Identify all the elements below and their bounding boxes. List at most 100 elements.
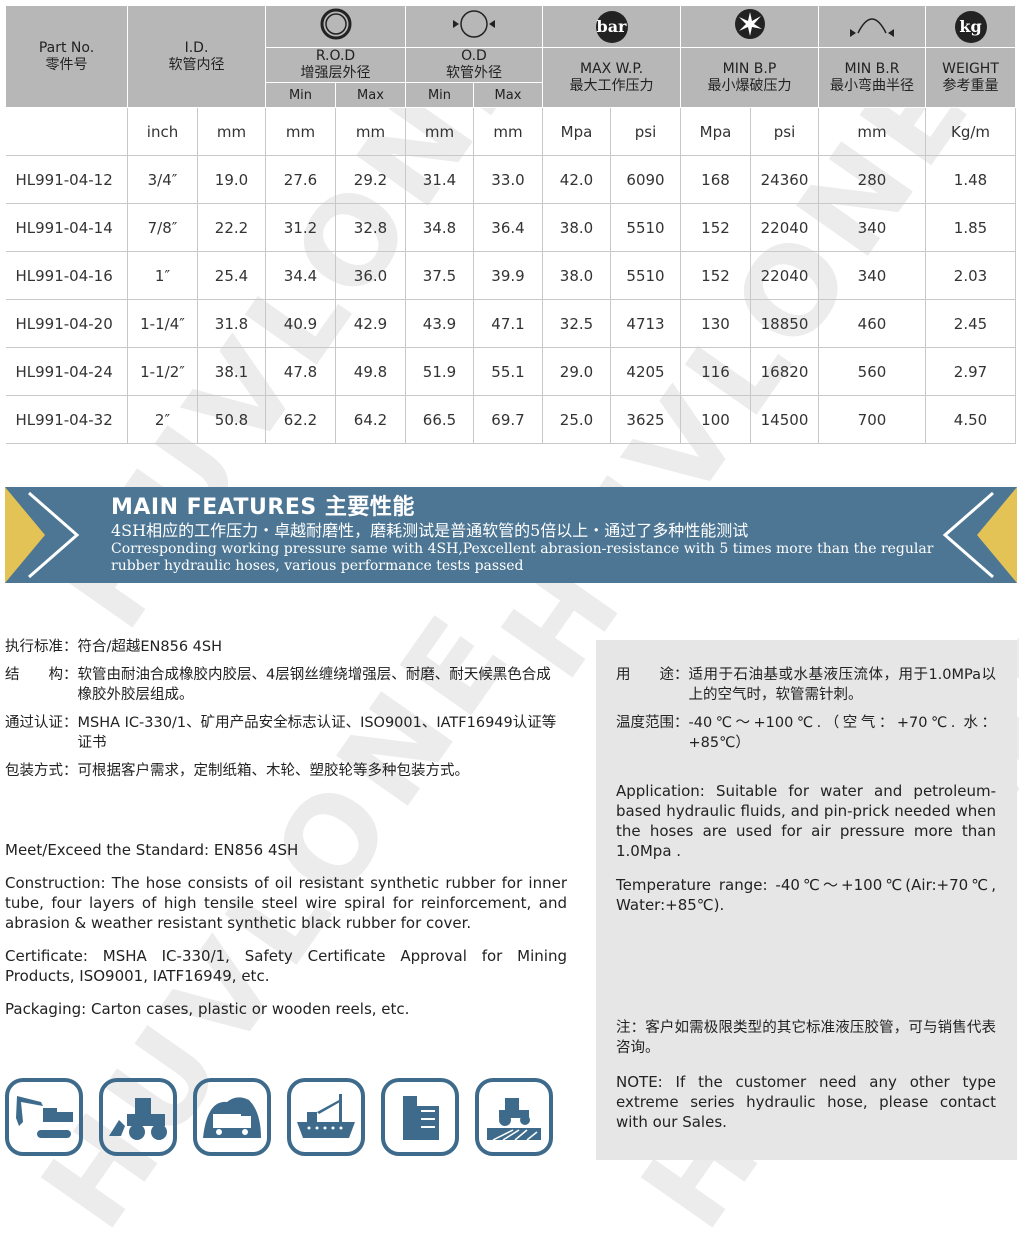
table-row: HL991-04-14 7/8″ 22.2 31.2 32.8 34.8 36.4 38.0 5… [5,203,1016,252]
table-row: HL991-04-16 1″ 25.4 34.4 36.0 37.5 39.9 38.0 551… [5,251,1016,300]
table-cell: inch [127,107,198,156]
table-cell: 47.1 [473,299,543,348]
table-cell: 22040 [750,203,819,252]
table-cell: 64.2 [335,395,406,444]
table-cell: 5510 [610,203,681,252]
table-cell: 42.0 [542,155,611,204]
table-cell: 32.5 [542,299,611,348]
table-row: HL991-04-12 3/4″ 19.0 27.6 29.2 31.4 33.0 42.0 6… [5,155,1016,204]
table-cell: mm [473,107,543,156]
header-br: MIN B.R 最小弯曲半径 [818,47,926,108]
table-cell: HL991-04-16 [5,251,128,300]
table-row: HL991-04-24 1-1/2″ 38.1 47.8 49.8 51.9 55.1 29.… [5,347,1016,396]
en-spec-certificate: Certificate: MSHA IC-330/1, Safety Certi… [5,947,567,985]
table-cell: 66.5 [405,395,474,444]
table-cell: 280 [818,155,926,204]
rod-icon [265,5,406,48]
units-row: inch mm mm mm mm mm Mpa psi Mpa psi mm Kg/m [5,107,1016,156]
table-cell: 29.2 [335,155,406,204]
table-cell: HL991-04-12 [5,155,128,204]
table-cell: 4713 [610,299,681,348]
table-cell: 39.9 [473,251,543,300]
mining-truck-icon [193,1078,271,1156]
table-cell: 152 [680,203,751,252]
table-cell: 43.9 [405,299,474,348]
en-spec-standard: Meet/Exceed the Standard: EN856 4SH [5,841,299,859]
table-cell: 2.03 [925,251,1016,300]
table-cell: 24360 [750,155,819,204]
table-cell: Mpa [542,107,611,156]
table-cell: 2.97 [925,347,1016,396]
kg-icon: kg [925,5,1016,48]
table-cell: 36.4 [473,203,543,252]
table-cell: 40.9 [265,299,336,348]
info-panel: 用 途： 适用于石油基或水基液压流体，用于1.0MPa以上的空气时，软管需针刺。 … [596,640,1017,1160]
cn-temperature: 温度范围： -40℃～+100℃.（空气：+70℃. 水：+85℃） [616,715,996,751]
table-cell: 1.48 [925,155,1016,204]
table-cell: 42.9 [335,299,406,348]
wheel-loader-icon [99,1078,177,1156]
table-cell: 4205 [610,347,681,396]
od-icon [405,5,543,48]
table-cell: 27.6 [265,155,336,204]
table-cell: 32.8 [335,203,406,252]
header-part-no: Part No. 零件号 [5,5,128,108]
excavator-icon [5,1078,83,1156]
table-cell: 38.1 [197,347,266,396]
table-cell: 29.0 [542,347,611,396]
table-cell: 460 [818,299,926,348]
header-weight: WEIGHT 参考重量 [925,47,1016,108]
spec-table: Part No. 零件号 I.D. 软管内径 bar kg R.O.D 增强层外径 O… [5,5,1016,444]
table-cell [5,107,128,156]
table-cell: 47.8 [265,347,336,396]
en-spec-packaging: Packaging: Carton cases, plastic or wood… [5,1000,410,1018]
table-cell: HL991-04-32 [5,395,128,444]
table-cell: 31.8 [197,299,266,348]
table-row: HL991-04-32 2″ 50.8 62.2 64.2 66.5 69.7 25.0 362… [5,395,1016,444]
header-od-max: Max [473,82,543,108]
cn-use: 用 途： 适用于石油基或水基液压流体，用于1.0MPa以上的空气时，软管需针刺。 [616,667,996,703]
table-cell: 168 [680,155,751,204]
header-od-min: Min [405,82,474,108]
table-cell: mm [335,107,406,156]
table-cell: 55.1 [473,347,543,396]
table-cell: 34.4 [265,251,336,300]
table-cell: 6090 [610,155,681,204]
main-features-banner: MAIN FEATURES 主要性能 4SH相应的工作压力・卓越耐磨性，磨耗测试… [5,487,1017,583]
table-cell: 1″ [127,251,198,300]
chevron-left-icon [942,491,994,579]
table-cell: 31.4 [405,155,474,204]
table-cell: Kg/m [925,107,1016,156]
header-bp: MIN B.P 最小爆破压力 [680,47,819,108]
table-cell: 51.9 [405,347,474,396]
table-cell: 36.0 [335,251,406,300]
cn-spec-certificate: 通过认证： MSHA IC-330/1、矿用产品安全标志认证、ISO9001、IA… [5,715,557,751]
table-cell: 14500 [750,395,819,444]
table-cell: psi [610,107,681,156]
table-cell: 49.8 [335,347,406,396]
application-text: Application: Suitable for water and petr… [616,782,996,860]
table-cell: 152 [680,251,751,300]
table-cell: 62.2 [265,395,336,444]
header-od: O.D 软管外径 [405,47,543,83]
table-cell: 5510 [610,251,681,300]
table-cell: mm [197,107,266,156]
table-cell: 100 [680,395,751,444]
table-cell: mm [405,107,474,156]
banner-en: Corresponding working pressure same with… [111,541,934,574]
note-en: NOTE: If the customer need any other typ… [616,1073,996,1131]
table-cell: 22040 [750,251,819,300]
note-cn: 注：客户如需极限类型的其它标准液压胶管，可与销售代表咨询。 [616,1020,996,1056]
table-cell: 2″ [127,395,198,444]
table-cell: 38.0 [542,203,611,252]
cn-spec-standard: 执行标准： 符合/超越EN856 4SH [5,639,223,655]
table-cell: 37.5 [405,251,474,300]
header-wp: MAX W.P. 最大工作压力 [542,47,681,108]
table-cell: 33.0 [473,155,543,204]
table-cell: 560 [818,347,926,396]
table-cell: 7/8″ [127,203,198,252]
table-row: HL991-04-20 1-1/4″ 31.8 40.9 42.9 43.9 47.1 32.… [5,299,1016,348]
header-id: I.D. 软管内径 [127,5,266,108]
burst-icon [680,5,819,48]
table-cell: mm [818,107,926,156]
